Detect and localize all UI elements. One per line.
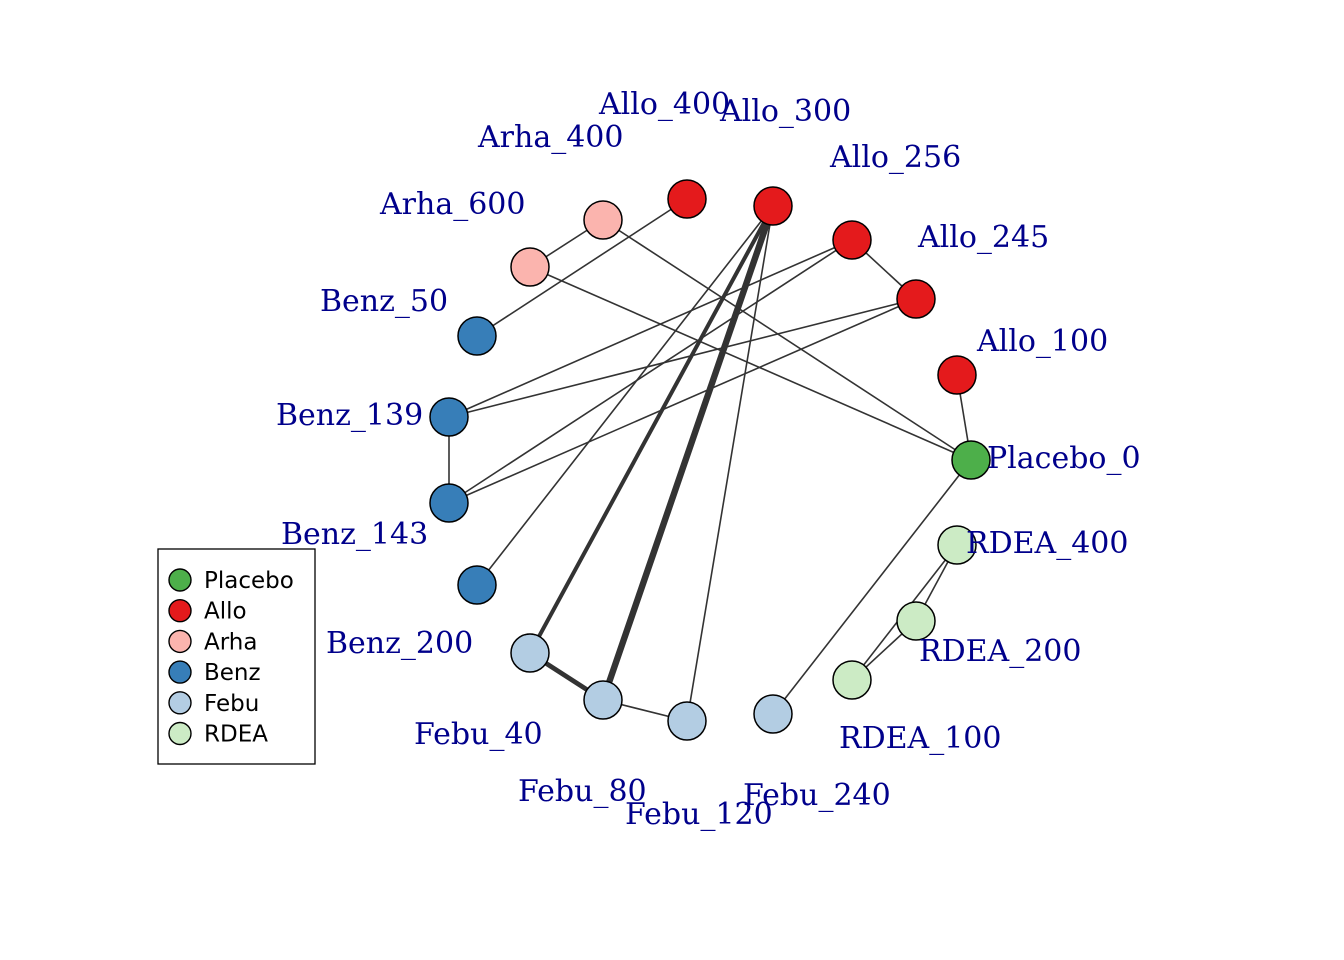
legend-label-Allo: Allo (204, 599, 247, 625)
edge-Allo_256-Benz_139 (448, 239, 853, 418)
node-label-Benz_143: Benz_143 (281, 517, 428, 552)
node-label-Allo_400: Allo_400 (598, 87, 730, 122)
edge-Allo_300-Febu_40 (528, 205, 775, 654)
legend-items: Placebo Allo Arha Benz Febu RDEA (168, 568, 294, 748)
label-layer: Placebo_0 Allo_100 Allo_245 Allo_256 Allo_30… (276, 87, 1141, 832)
edge-Allo_400-Benz_50 (476, 198, 688, 337)
node-layer (429, 179, 991, 741)
node-label-Allo_300: Allo_300 (719, 94, 851, 129)
node-Febu_240 (753, 694, 793, 734)
node-label-Allo_256: Allo_256 (829, 140, 961, 175)
node-label-Placebo_0: Placebo_0 (987, 441, 1141, 476)
node-label-Benz_139: Benz_139 (276, 398, 423, 433)
node-Allo_256 (832, 220, 872, 260)
legend-label-RDEA: RDEA (204, 722, 268, 748)
node-label-Febu_240: Febu_240 (743, 778, 891, 813)
edge-Arha_400-Placebo_0 (602, 219, 972, 461)
edge-Allo_300-Febu_120 (686, 205, 774, 722)
node-RDEA_400 (937, 525, 977, 565)
node-label-Febu_80: Febu_80 (518, 774, 647, 809)
node-Allo_245 (896, 279, 936, 319)
legend-label-Febu: Febu (204, 691, 259, 717)
node-label-Benz_200: Benz_200 (326, 626, 473, 661)
node-Benz_50 (457, 316, 497, 356)
node-label-Febu_40: Febu_40 (414, 717, 543, 752)
edge-Allo_245-Benz_143 (448, 298, 917, 504)
node-Benz_143 (429, 483, 469, 523)
node-Allo_100 (937, 355, 977, 395)
node-RDEA_200 (896, 601, 936, 641)
node-Arha_600 (510, 247, 550, 287)
legend-swatch-Arha (168, 629, 192, 654)
node-label-RDEA_100: RDEA_100 (839, 721, 1001, 756)
node-label-Benz_50: Benz_50 (320, 284, 448, 319)
legend-swatch-Benz (168, 660, 192, 684)
node-Benz_139 (429, 397, 469, 437)
legend-label-Benz: Benz (204, 660, 261, 686)
legend-swatch-Placebo (168, 568, 192, 592)
node-label-Arha_400: Arha_400 (477, 120, 623, 155)
node-Febu_40 (510, 633, 550, 673)
node-Placebo_0 (951, 440, 991, 480)
node-Arha_400 (583, 200, 623, 240)
node-RDEA_100 (832, 660, 872, 700)
legend-label-Arha: Arha (204, 629, 257, 655)
node-Febu_80 (583, 680, 623, 720)
node-label-Febu_120: Febu_120 (625, 797, 773, 832)
legend-swatch-Allo (168, 599, 192, 623)
edge-Allo_245-Benz_139 (448, 298, 917, 418)
node-label-Allo_245: Allo_245 (917, 220, 1049, 255)
edge-Allo_300-Benz_200 (476, 205, 774, 586)
node-Allo_400 (667, 179, 707, 219)
node-label-RDEA_400: RDEA_400 (966, 526, 1128, 561)
legend-swatch-Febu (168, 691, 192, 715)
legend-swatch-RDEA (168, 721, 192, 746)
node-label-RDEA_200: RDEA_200 (919, 634, 1081, 669)
node-label-Arha_600: Arha_600 (379, 187, 525, 222)
node-label-Allo_100: Allo_100 (976, 324, 1108, 359)
edge-Allo_300-Febu_80 (599, 204, 777, 702)
node-Benz_200 (457, 565, 497, 605)
node-Allo_300 (753, 186, 793, 226)
node-Febu_120 (667, 701, 707, 741)
legend-label-Placebo: Placebo (204, 568, 294, 594)
legend: Placebo Allo Arha Benz Febu RDEA (157, 548, 316, 765)
edge-Allo_256-Benz_143 (448, 239, 853, 504)
edge-Arha_600-Placebo_0 (529, 266, 972, 461)
edge-Febu_240-Placebo_0 (772, 459, 972, 715)
